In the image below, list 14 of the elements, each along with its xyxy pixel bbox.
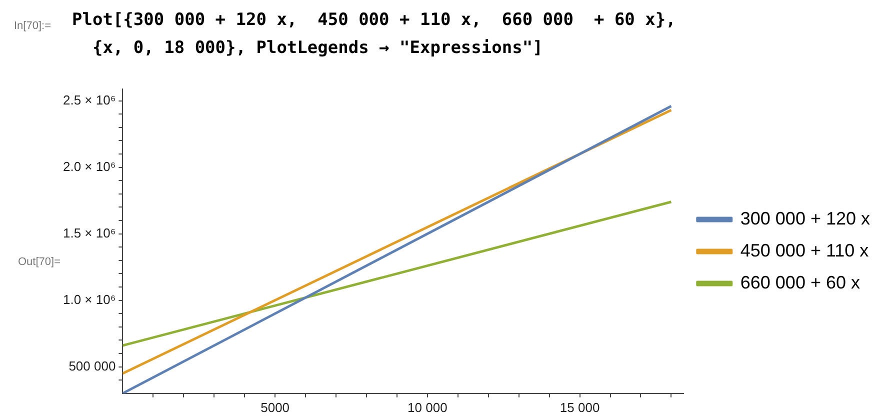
chart-title: Plot[{300 000 + 120 x, 450 000 + 110 x, 660 000 + 60 x}, {x, 0, 18 000}, PlotLegends → "Expressions"] [72, 9, 676, 60]
x-tick-label: 15 000 [560, 400, 600, 415]
legend-label: 660 000 + 60 x [740, 272, 860, 292]
legend-label: 300 000 + 120 x [740, 208, 870, 228]
y-tick-label: 1.0 × 10⁶ [62, 292, 116, 307]
text: In[70]:= [14, 20, 52, 32]
x-tick-label: 5000 [260, 400, 290, 415]
y-tick-label: 1.5 × 10⁶ [62, 225, 116, 240]
legend-label: 450 000 + 110 x [740, 240, 869, 260]
text: Out[70]= [18, 256, 61, 268]
y-tick-label: 500 000 [68, 358, 116, 374]
y-tick-label: 2.0 × 10⁶ [62, 158, 116, 174]
y-tick-label: 2.5 × 10⁶ [62, 92, 116, 108]
x-tick-label: 10 000 [408, 400, 448, 415]
